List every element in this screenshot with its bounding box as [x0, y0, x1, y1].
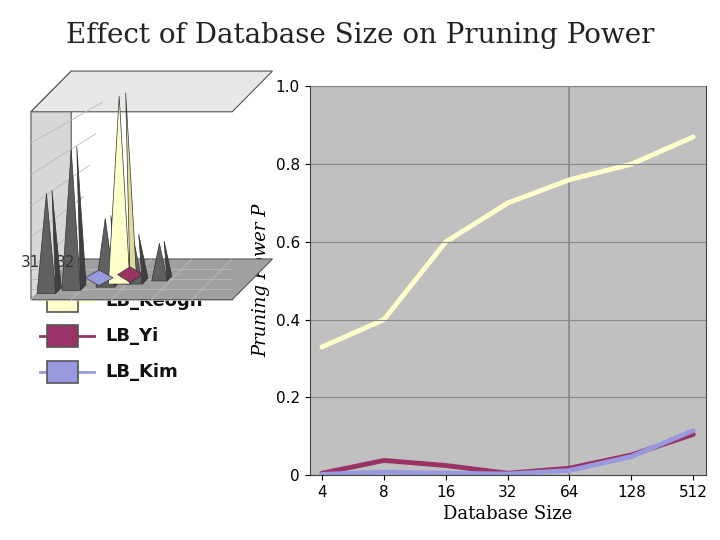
- Polygon shape: [31, 71, 71, 300]
- Text: Effect of Database Size on Pruning Power: Effect of Database Size on Pruning Power: [66, 22, 654, 49]
- Polygon shape: [62, 150, 81, 291]
- Polygon shape: [164, 241, 172, 281]
- Bar: [47, 325, 78, 347]
- Text: LB_Kim: LB_Kim: [105, 363, 178, 381]
- Polygon shape: [31, 259, 272, 300]
- Bar: [47, 290, 78, 312]
- Polygon shape: [111, 215, 120, 287]
- Polygon shape: [117, 267, 143, 282]
- Polygon shape: [31, 71, 272, 112]
- Bar: [47, 361, 78, 383]
- Polygon shape: [37, 193, 55, 293]
- Polygon shape: [152, 244, 167, 281]
- Text: 31: 31: [22, 255, 40, 270]
- Text: LB_Keogh: LB_Keogh: [105, 292, 202, 310]
- X-axis label: Database Size: Database Size: [443, 505, 572, 523]
- Text: LB_Yi: LB_Yi: [105, 327, 158, 345]
- Polygon shape: [85, 270, 113, 286]
- Polygon shape: [109, 96, 130, 284]
- Polygon shape: [139, 234, 148, 284]
- Text: 32: 32: [55, 255, 75, 270]
- Y-axis label: Pruning Power P: Pruning Power P: [252, 204, 270, 357]
- Polygon shape: [77, 146, 86, 291]
- Polygon shape: [96, 218, 114, 287]
- Polygon shape: [126, 93, 137, 284]
- Polygon shape: [52, 191, 61, 293]
- Polygon shape: [124, 237, 143, 284]
